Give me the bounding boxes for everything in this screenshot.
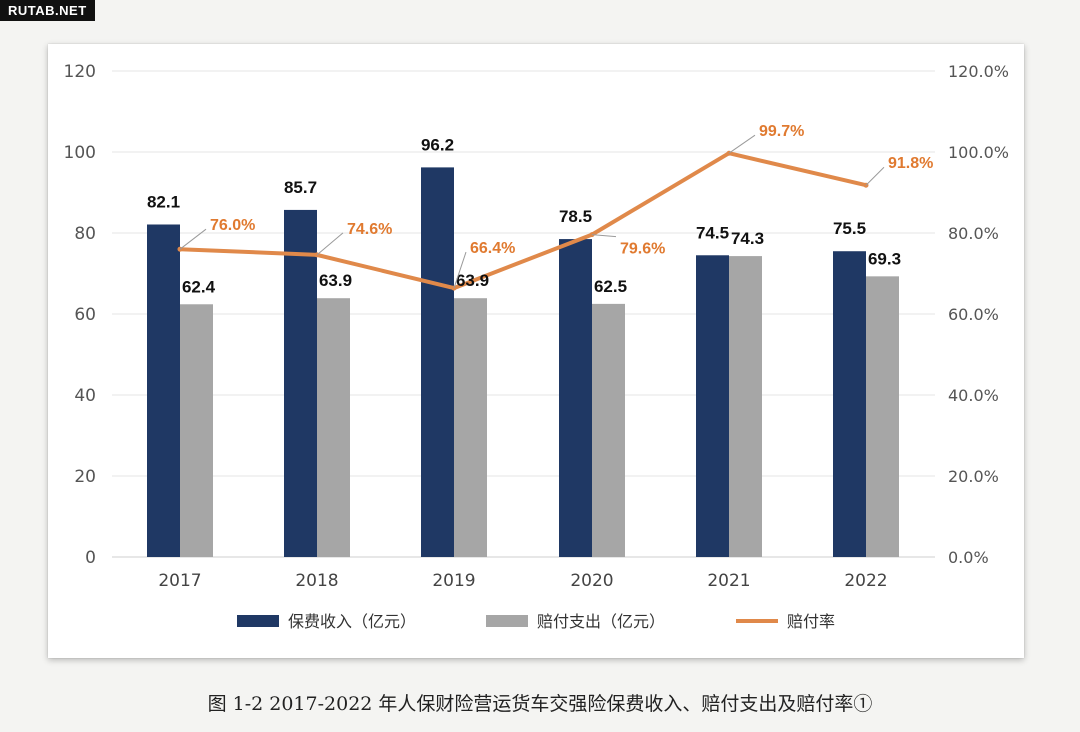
claims-value-label: 63.9 bbox=[456, 271, 489, 290]
claims-value-label: 74.3 bbox=[731, 229, 764, 248]
y2-tick-label: 120.0% bbox=[948, 62, 1009, 81]
legend-label-claims: 赔付支出（亿元） bbox=[537, 612, 665, 631]
ratio-leader-line bbox=[316, 232, 344, 256]
y2-tick-label: 40.0% bbox=[948, 386, 999, 405]
x-tick-label: 2022 bbox=[844, 571, 887, 591]
bar-claims bbox=[180, 304, 213, 557]
bar-claims bbox=[866, 276, 899, 557]
x-tick-label: 2017 bbox=[158, 571, 201, 591]
y-tick-label: 80 bbox=[74, 224, 96, 244]
y2-tick-label: 0.0% bbox=[948, 548, 989, 567]
bar-claims bbox=[592, 303, 625, 557]
ratio-value-label: 79.6% bbox=[620, 241, 665, 258]
chart: 0 0.0% 20 20.0% 40 40.0% 60 60.0% 80 80.0% 100 100.… bbox=[64, 62, 1009, 631]
premium-value-label: 82.1 bbox=[147, 192, 180, 211]
y2-tick-label: 60.0% bbox=[948, 305, 999, 324]
premium-value-label: 96.2 bbox=[421, 135, 454, 154]
premium-value-label: 78.5 bbox=[559, 207, 592, 226]
bar-premium bbox=[833, 251, 866, 557]
y-tick-label: 0 bbox=[85, 548, 96, 568]
premium-value-label: 75.5 bbox=[833, 219, 866, 238]
y-tick-label: 60 bbox=[74, 305, 96, 325]
ratio-value-label: 91.8% bbox=[888, 155, 933, 172]
claims-value-label: 63.9 bbox=[319, 271, 352, 290]
bar-claims bbox=[317, 298, 350, 557]
claims-value-label: 62.4 bbox=[182, 277, 216, 296]
ratio-leader-line bbox=[865, 166, 885, 186]
legend-label-premium: 保费收入（亿元） bbox=[288, 612, 416, 631]
bar-claims bbox=[729, 256, 762, 557]
legend-label-ratio: 赔付率 bbox=[787, 612, 835, 631]
bar-claims bbox=[454, 298, 487, 557]
ratio-line bbox=[178, 151, 868, 291]
premium-value-label: 85.7 bbox=[284, 178, 317, 197]
ratio-value-label: 66.4% bbox=[470, 240, 515, 257]
y2-tick-label: 100.0% bbox=[948, 143, 1009, 162]
y2-tick-label: 20.0% bbox=[948, 467, 999, 486]
ratio-leader-line bbox=[728, 134, 756, 154]
y2-tick-label: 80.0% bbox=[948, 224, 999, 243]
figure-caption: 图 1-2 2017-2022 年人保财险营运货车交强险保费收入、赔付支出及赔付… bbox=[207, 693, 873, 715]
claims-value-label: 62.5 bbox=[594, 277, 627, 296]
bar-premium bbox=[559, 239, 592, 557]
bar-premium bbox=[284, 209, 317, 558]
bar-premium bbox=[147, 224, 180, 557]
y-tick-label: 40 bbox=[74, 386, 96, 406]
x-tick-label: 2021 bbox=[707, 571, 750, 591]
ratio-leader-line bbox=[453, 251, 467, 289]
premium-value-label: 74.5 bbox=[696, 223, 729, 242]
bar-premium bbox=[421, 167, 454, 557]
ratio-leader-line bbox=[179, 228, 207, 250]
bar-premium bbox=[696, 255, 729, 557]
legend-swatch-claims bbox=[486, 615, 528, 627]
x-tick-label: 2020 bbox=[570, 571, 613, 591]
x-tick-label: 2018 bbox=[295, 571, 338, 591]
ratio-leader-line bbox=[591, 234, 617, 238]
legend-swatch-premium bbox=[237, 615, 279, 627]
y-tick-label: 100 bbox=[64, 143, 96, 163]
claims-value-label: 69.3 bbox=[868, 249, 901, 268]
watermark-logo: RUTAB.NET bbox=[0, 0, 95, 21]
x-tick-label: 2019 bbox=[432, 571, 475, 591]
ratio-value-label: 99.7% bbox=[759, 123, 804, 140]
y-tick-label: 120 bbox=[64, 62, 96, 82]
ratio-value-label: 74.6% bbox=[347, 221, 392, 238]
y-tick-label: 20 bbox=[74, 467, 96, 487]
ratio-value-label: 76.0% bbox=[210, 217, 255, 234]
